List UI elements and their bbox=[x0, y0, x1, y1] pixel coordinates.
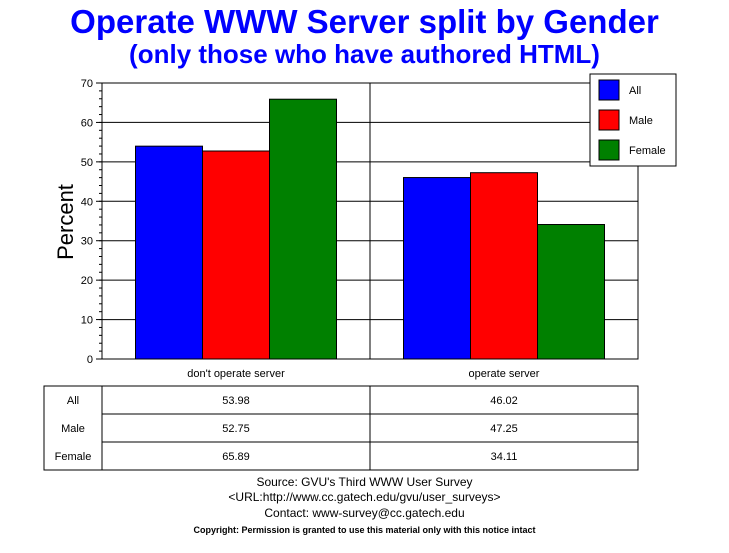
chart-title: Operate WWW Server split by Gender bbox=[70, 3, 659, 40]
bar-male bbox=[202, 150, 270, 360]
bar-female bbox=[269, 98, 337, 360]
table-row-label: Male bbox=[61, 423, 85, 435]
y-tick-label: 70 bbox=[81, 78, 93, 90]
bar-female bbox=[537, 224, 605, 360]
y-tick-label: 0 bbox=[87, 354, 93, 366]
table-cell-value: 46.02 bbox=[490, 395, 518, 407]
table-cell-value: 47.25 bbox=[490, 423, 518, 435]
y-axis-label: Percent bbox=[53, 184, 78, 260]
legend-label: All bbox=[629, 85, 641, 97]
source-line: Source: GVU's Third WWW User Survey bbox=[256, 475, 473, 489]
y-tick-label: 40 bbox=[81, 196, 93, 208]
chart-subtitle: (only those who have authored HTML) bbox=[129, 39, 600, 69]
legend-label: Male bbox=[629, 115, 653, 127]
y-tick-label: 30 bbox=[81, 236, 93, 248]
y-tick-label: 60 bbox=[81, 117, 93, 129]
table-cell-value: 53.98 bbox=[222, 395, 250, 407]
table-row-label: Female bbox=[55, 451, 92, 463]
legend-swatch-male bbox=[598, 109, 620, 131]
bar-male bbox=[470, 172, 538, 360]
table-cell-value: 65.89 bbox=[222, 451, 250, 463]
plot-frame bbox=[101, 82, 639, 360]
copyright-notice: Copyright: Permission is granted to use … bbox=[193, 525, 536, 535]
legend-label: Female bbox=[629, 145, 666, 157]
legend-swatch-female bbox=[598, 139, 620, 161]
y-tick-label: 10 bbox=[81, 315, 93, 327]
contact-line: Contact: www-survey@cc.gatech.edu bbox=[264, 506, 465, 520]
table-cell-value: 34.11 bbox=[491, 451, 518, 463]
bar-all bbox=[135, 145, 203, 360]
x-category-label: don't operate server bbox=[187, 368, 285, 380]
data-table-frame bbox=[43, 385, 639, 471]
y-tick-label: 20 bbox=[81, 275, 93, 287]
legend-swatch-all bbox=[598, 79, 620, 101]
y-tick-label: 50 bbox=[81, 157, 93, 169]
table-row-label: All bbox=[67, 395, 79, 407]
table-cell-value: 52.75 bbox=[222, 423, 250, 435]
bar-all bbox=[403, 177, 471, 360]
source-url: <URL:http://www.cc.gatech.edu/gvu/user_s… bbox=[228, 490, 501, 504]
x-category-label: operate server bbox=[469, 368, 540, 380]
